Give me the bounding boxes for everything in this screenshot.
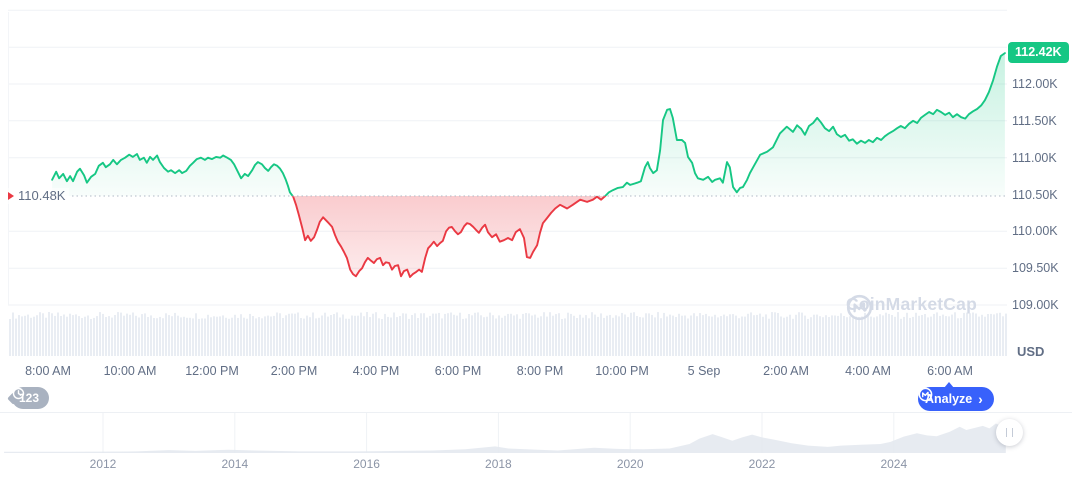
- y-axis-label: 109.50K: [1012, 261, 1059, 276]
- x-axis-label: 2:00 AM: [763, 364, 809, 378]
- x-axis-label: 4:00 PM: [352, 364, 400, 378]
- x-axis-label: 4:00 AM: [845, 364, 891, 378]
- timeline-year-label: 2020: [616, 457, 644, 471]
- timeline-year-label: 2024: [880, 457, 908, 471]
- coinmarketcap-logo-icon: [846, 294, 873, 321]
- y-axis-label: 110.00K: [1012, 224, 1058, 239]
- y-axis-label: 111.00K: [1012, 150, 1057, 165]
- timeline-year-label: 2012: [89, 457, 117, 471]
- price-line-up: [51, 52, 1006, 196]
- price-line-down: [291, 195, 607, 278]
- current-price-badge: 112.42K: [1008, 42, 1069, 63]
- timeline-scrubber-handle[interactable]: [996, 419, 1023, 446]
- history-clock-icon: [12, 387, 25, 400]
- price-area-up: [52, 53, 1005, 196]
- x-axis-label: 6:00 AM: [927, 364, 973, 378]
- x-axis-label: 6:00 PM: [434, 364, 482, 378]
- chevron-right-icon: ›: [978, 391, 983, 407]
- y-axis-label: 109.00K: [1012, 298, 1059, 312]
- y-axis-label: 110.50K: [1012, 187, 1058, 202]
- watermark-text: CoinMarketCap: [846, 294, 977, 314]
- timeline-year-label: 2014: [221, 457, 249, 471]
- timeline-year-label: 2018: [485, 457, 512, 471]
- x-axis-label: 8:00 AM: [25, 364, 71, 378]
- x-axis-label: 12:00 PM: [185, 364, 239, 378]
- baseline-price-value: 110.48K: [18, 188, 66, 203]
- analyze-button[interactable]: Analyze ›: [918, 382, 994, 411]
- timeline-history-area: [4, 423, 1006, 453]
- coinmarketcap-watermark: CoinMarketCap: [846, 294, 977, 321]
- price-area-down: [52, 195, 1005, 277]
- currency-label: USD: [1017, 344, 1045, 359]
- x-axis-label: 10:00 PM: [595, 364, 649, 378]
- history-badge[interactable]: 123: [12, 387, 50, 409]
- y-axis-label: 111.50K: [1012, 113, 1057, 128]
- x-axis-label: 8:00 PM: [516, 364, 564, 378]
- timeline-year-label: 2016: [353, 457, 380, 471]
- coinmarketcap-button-logo-icon: [918, 387, 933, 402]
- timeline-year-label: 2022: [748, 457, 776, 471]
- x-axis-label: 5 Sep: [687, 364, 721, 378]
- scrubber-grip-icon: [1006, 428, 1013, 437]
- baseline-price-label: 110.48K: [8, 188, 70, 204]
- x-axis-label: 10:00 AM: [103, 364, 157, 378]
- price-direction-icon: [8, 192, 14, 200]
- x-axis-label: 2:00 PM: [270, 364, 318, 378]
- y-axis-label: 112.00K: [1012, 77, 1058, 91]
- analyze-label: Analyze: [925, 392, 973, 406]
